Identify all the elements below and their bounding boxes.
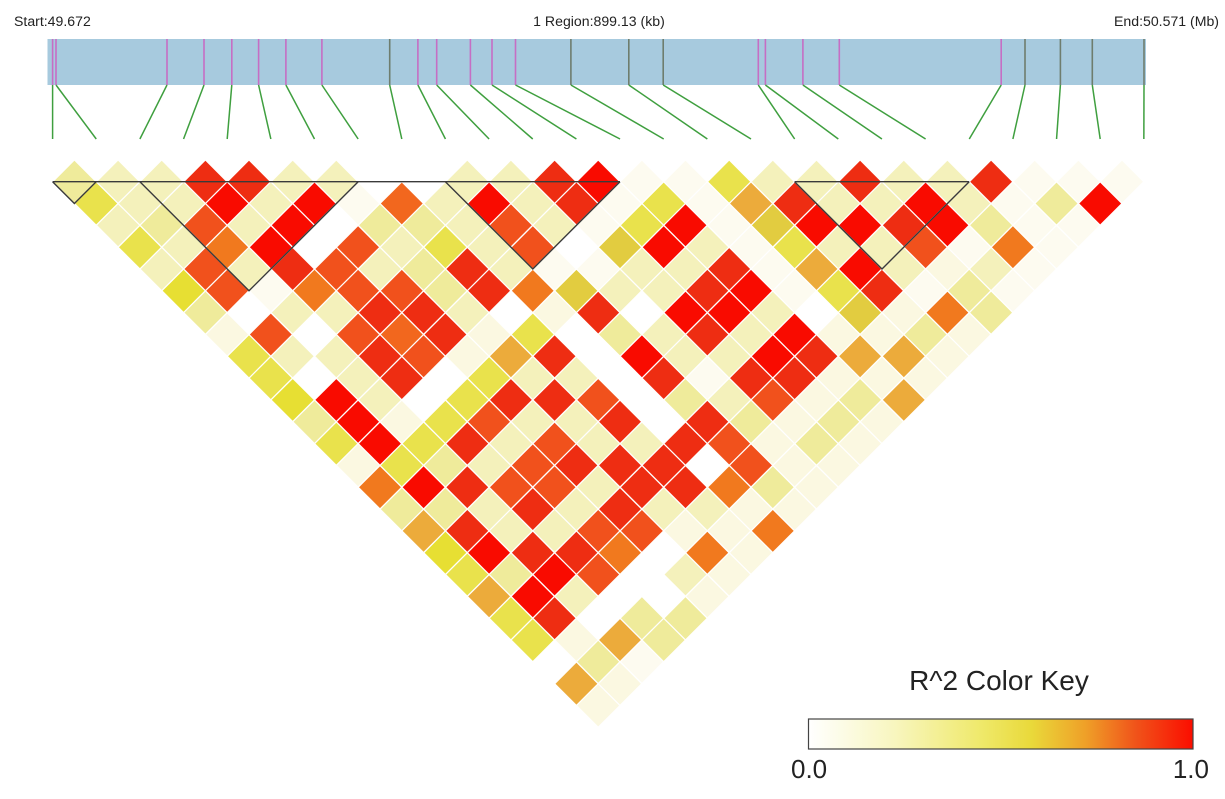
svg-text:1.0: 1.0 [1173, 754, 1209, 784]
svg-text:End:50.571 (Mb): End:50.571 (Mb) [1114, 13, 1219, 29]
svg-text:R^2 Color Key: R^2 Color Key [909, 665, 1089, 696]
svg-text:1 Region:899.13 (kb): 1 Region:899.13 (kb) [533, 13, 665, 29]
svg-text:Start:49.672: Start:49.672 [14, 13, 91, 29]
svg-text:0.0: 0.0 [791, 754, 827, 784]
